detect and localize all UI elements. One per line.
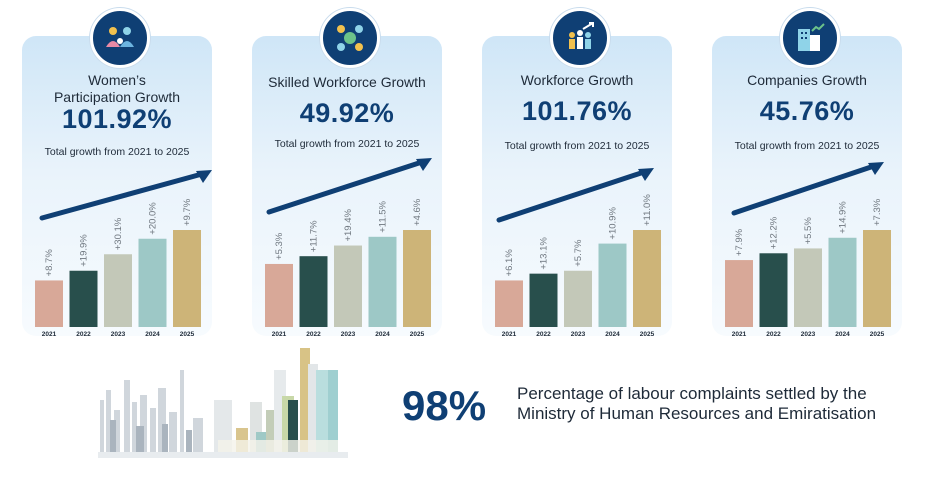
footer-description: Percentage of labour complaints settled … [517, 384, 877, 423]
bar-chart-2: +5.3% 2021 +11.7% 2022 +19.4% 2023 +11.5% 2024 +… [265, 158, 432, 338]
bar-value-label: +5.5% [803, 217, 814, 245]
x-tick-label: 2021 [42, 331, 57, 338]
footer-percent: 98% [402, 382, 487, 429]
bar-chart-1: +8.7% 2021 +19.9% 2022 +30.1% 2023 +20.0% 2024 +… [35, 170, 212, 338]
bar-2023 [794, 248, 822, 327]
skilled-people-network-icon [320, 8, 380, 68]
bar-chart-3: +6.1% 2021 +13.1% 2022 +5.7% 2023 +10.9% 2024 +1… [495, 168, 661, 338]
workers-arrow-icon [550, 8, 610, 68]
x-tick-label: 2024 [835, 331, 850, 338]
x-tick-label: 2021 [502, 331, 517, 338]
x-tick-label: 2022 [536, 331, 551, 338]
bar-2025 [173, 230, 201, 327]
bar-2021 [725, 260, 753, 327]
bar-2024 [598, 243, 627, 327]
bar-value-label: +9.7% [182, 198, 193, 226]
bar-2023 [104, 254, 132, 327]
x-tick-label: 2022 [766, 331, 781, 338]
growth-percent: 45.76% [759, 96, 855, 126]
trend-arrow-head [416, 158, 432, 171]
bar-value-label: +6.1% [504, 249, 515, 277]
x-tick-label: 2023 [341, 331, 356, 338]
card-title: Women’s Participation Growth [53, 72, 181, 105]
bar-value-label: +5.7% [573, 239, 584, 267]
bar-2023 [334, 245, 362, 327]
women-group-icon [90, 8, 150, 68]
bar-2023 [564, 270, 592, 327]
x-tick-label: 2025 [410, 331, 425, 338]
x-tick-label: 2022 [306, 331, 321, 338]
bar-value-label: +30.1% [113, 217, 124, 250]
bar-2022 [299, 256, 328, 327]
bar-2025 [633, 230, 661, 327]
x-tick-label: 2023 [111, 331, 126, 338]
city-skyline-illustration [98, 348, 348, 458]
bar-2025 [403, 230, 431, 327]
growth-subtitle: Total growth from 2021 to 2025 [734, 140, 880, 152]
x-tick-label: 2021 [272, 331, 287, 338]
bar-chart-4: +7.9% 2021 +12.2% 2022 +5.5% 2023 +14.9% 2024 +7… [725, 162, 891, 338]
bar-value-label: +19.4% [343, 208, 354, 241]
bar-2021 [35, 280, 63, 327]
x-tick-label: 2025 [870, 331, 885, 338]
growth-percent: 101.76% [521, 96, 633, 126]
bar-value-label: +11.5% [378, 200, 389, 232]
bar-value-label: +13.1% [539, 237, 550, 270]
bar-value-label: +7.3% [872, 198, 883, 226]
bar-2022 [69, 270, 98, 327]
bar-2024 [138, 238, 167, 327]
growth-subtitle: Total growth from 2021 to 2025 [504, 140, 650, 152]
bar-2025 [863, 230, 891, 327]
growth-percent: 49.92% [299, 98, 395, 128]
bar-value-label: +10.9% [608, 207, 619, 240]
x-tick-label: 2022 [76, 331, 91, 338]
x-tick-label: 2024 [145, 331, 160, 338]
bar-2024 [828, 237, 857, 327]
x-tick-label: 2021 [732, 331, 747, 338]
trend-arrow-head [868, 162, 884, 175]
bar-value-label: +11.7% [309, 220, 320, 252]
bar-value-label: +4.6% [412, 198, 423, 226]
growth-subtitle: Total growth from 2021 to 2025 [274, 138, 420, 150]
trend-arrow-head [638, 168, 654, 181]
trend-arrow-line [496, 169, 647, 223]
trend-arrow-head [196, 170, 212, 183]
x-tick-label: 2023 [801, 331, 816, 338]
bar-2024 [368, 236, 397, 327]
bar-value-label: +20.0% [148, 202, 159, 235]
bar-2021 [265, 263, 293, 327]
x-tick-label: 2023 [571, 331, 586, 338]
bar-value-label: +14.9% [838, 201, 849, 234]
trend-arrow-line [39, 171, 205, 221]
bar-value-label: +7.9% [734, 228, 745, 256]
x-tick-label: 2025 [640, 331, 655, 338]
bar-value-label: +8.7% [44, 249, 55, 277]
bar-value-label: +5.3% [274, 232, 285, 260]
growth-percent: 101.92% [61, 104, 173, 134]
bar-value-label: +19.9% [79, 234, 90, 267]
card-title: Skilled Workforce Growth [268, 74, 426, 90]
x-tick-label: 2024 [605, 331, 620, 338]
bar-2021 [495, 280, 523, 327]
bar-2022 [529, 273, 558, 327]
trend-arrow-line [266, 159, 425, 215]
x-tick-label: 2025 [180, 331, 195, 338]
office-building-chart-icon [780, 8, 840, 68]
card-title: Companies Growth [747, 72, 867, 88]
trend-arrow-line [731, 163, 877, 216]
bar-2022 [759, 253, 788, 327]
bar-value-label: +12.2% [769, 216, 780, 249]
growth-subtitle: Total growth from 2021 to 2025 [44, 146, 190, 158]
card-title: Workforce Growth [520, 72, 634, 88]
bar-value-label: +11.0% [642, 194, 653, 226]
x-tick-label: 2024 [375, 331, 390, 338]
